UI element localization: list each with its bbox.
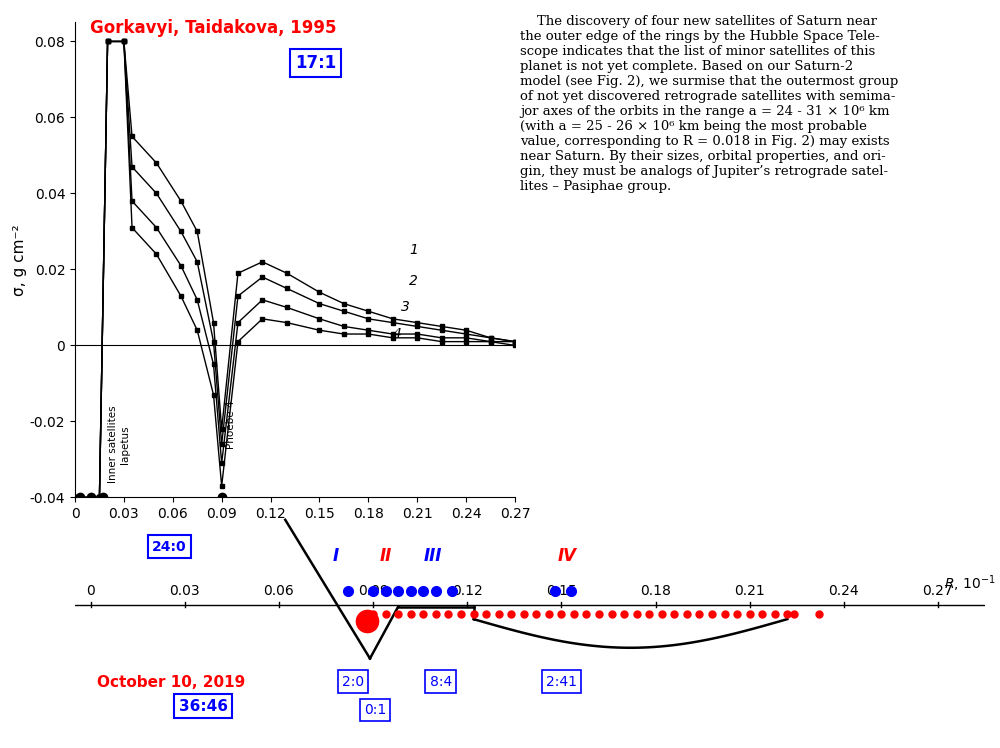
Text: The discovery of four new satellites of Saturn near
the outer edge of the rings : The discovery of four new satellites of …: [520, 15, 898, 193]
Text: 36:46: 36:46: [179, 699, 228, 714]
Text: $R$, 10$^{-1}$ $R_{\rm orb}$: $R$, 10$^{-1}$ $R_{\rm orb}$: [944, 573, 1000, 594]
Text: 0.24: 0.24: [828, 583, 859, 598]
Text: 0.15: 0.15: [546, 583, 577, 598]
Text: 24:0: 24:0: [152, 539, 186, 554]
Text: 2: 2: [409, 274, 418, 288]
Text: October 10, 2019: October 10, 2019: [97, 675, 245, 690]
Text: 2:41: 2:41: [546, 675, 577, 689]
Text: III: III: [424, 547, 442, 565]
Text: 4: 4: [393, 327, 402, 341]
Text: 0: 0: [86, 583, 95, 598]
Text: Phoebe 4: Phoebe 4: [226, 401, 236, 450]
Text: 1: 1: [409, 243, 418, 257]
Text: Inner satellites
Iapetus: Inner satellites Iapetus: [108, 405, 130, 483]
Text: 0.21: 0.21: [734, 583, 765, 598]
Text: II: II: [380, 547, 392, 565]
Text: 0:1: 0:1: [364, 703, 386, 717]
Text: 3: 3: [401, 301, 410, 314]
Text: 8:4: 8:4: [430, 675, 452, 689]
Text: 0.18: 0.18: [640, 583, 671, 598]
Text: I: I: [332, 547, 339, 565]
Text: 17:1: 17:1: [295, 54, 336, 72]
Text: Gorkavyi, Taidakova, 1995: Gorkavyi, Taidakova, 1995: [90, 19, 336, 37]
Text: 0.27: 0.27: [923, 583, 953, 598]
Y-axis label: σ, g cm⁻²: σ, g cm⁻²: [12, 224, 27, 295]
Text: IV: IV: [558, 547, 577, 565]
Text: 0.03: 0.03: [170, 583, 200, 598]
Text: 0.06: 0.06: [264, 583, 294, 598]
Text: 0.09: 0.09: [358, 583, 388, 598]
Text: 2:0: 2:0: [342, 675, 364, 689]
Text: 0.12: 0.12: [452, 583, 483, 598]
